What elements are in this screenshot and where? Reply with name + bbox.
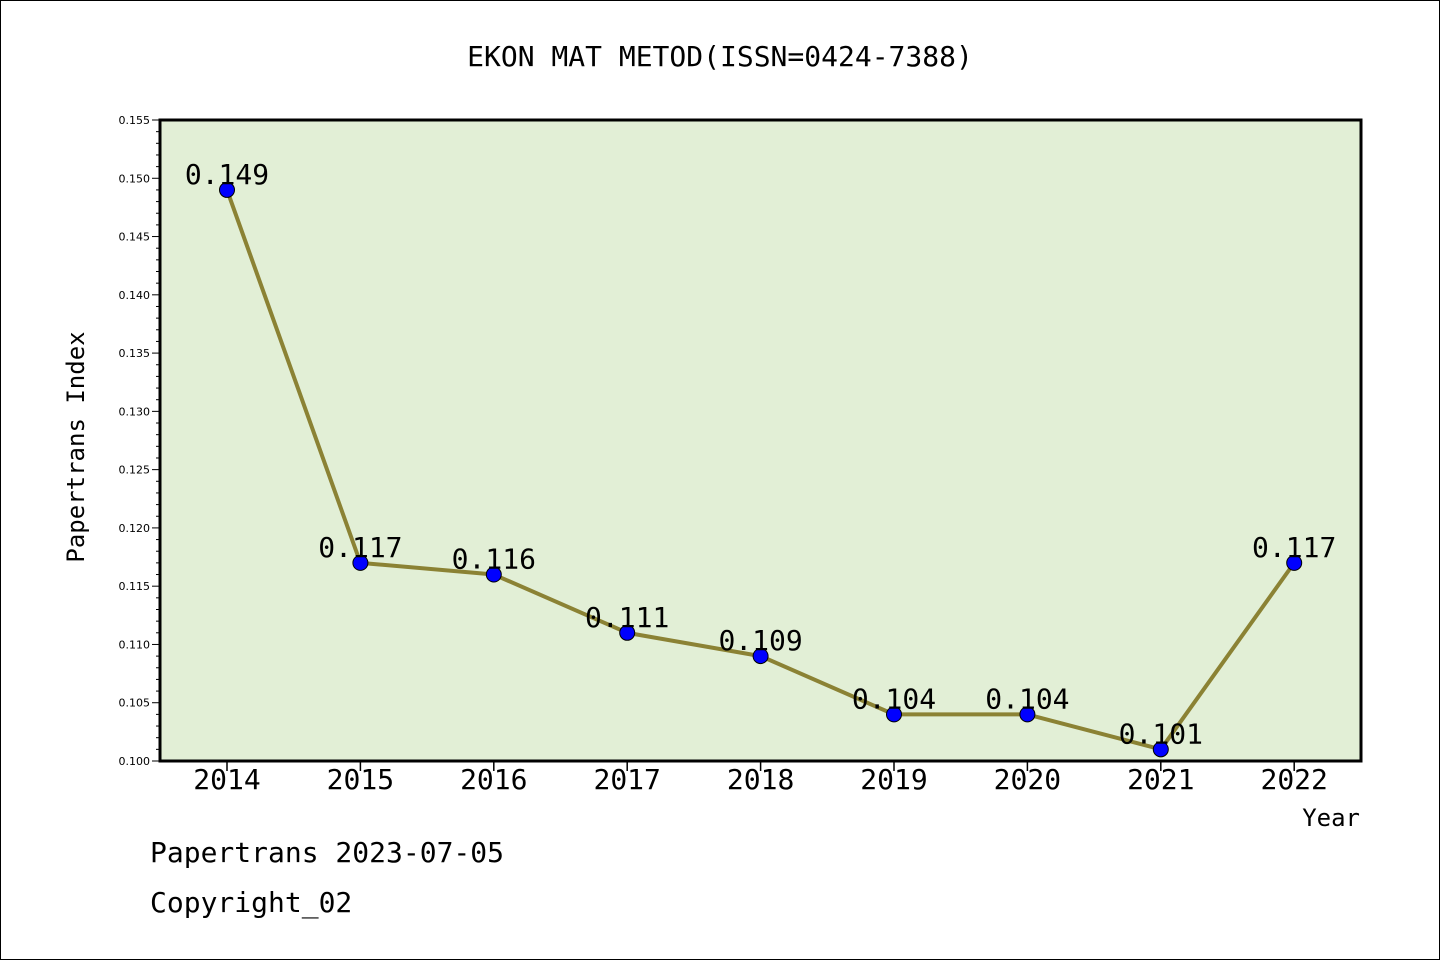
y-tick-label: 0.145 (119, 231, 151, 244)
y-tick-label: 0.155 (119, 114, 151, 127)
x-tick-label: 2014 (193, 763, 260, 796)
y-tick-label: 0.115 (119, 580, 151, 593)
data-point (485, 566, 502, 583)
data-label: 0.104 (852, 682, 936, 715)
x-tick-label: 2019 (860, 763, 927, 796)
plot-area (158, 118, 1363, 763)
y-axis-label: Papertrans Index (62, 331, 90, 562)
data-label: 0.117 (318, 531, 402, 564)
x-tick-label: 2021 (1127, 763, 1194, 796)
y-tick-label: 0.125 (119, 464, 151, 477)
x-tick-label: 2022 (1260, 763, 1327, 796)
y-tick-label: 0.150 (119, 172, 151, 185)
data-label: 0.111 (585, 601, 669, 634)
copyright-text: Copyright_02 (150, 886, 353, 919)
x-axis: 2014 2015 2016 2017 2018 2019 2020 2021 2022 (193, 761, 1328, 796)
data-label: 0.149 (185, 158, 269, 191)
x-tick-label: 2017 (593, 763, 660, 796)
y-tick-label: 0.130 (119, 405, 151, 418)
y-tick-label: 0.105 (119, 697, 151, 710)
y-tick-label: 0.100 (119, 755, 151, 768)
source-date-text: Papertrans 2023-07-05 (150, 836, 505, 869)
x-tick-label: 2015 (327, 763, 394, 796)
y-axis: 0.100 0.105 0.110 0.115 0.120 0.125 0.130 0.135… (119, 114, 160, 768)
data-label: 0.109 (718, 624, 802, 657)
series-layer (219, 181, 1303, 758)
data-point (1019, 706, 1036, 723)
data-label: 0.116 (452, 543, 536, 576)
data-point (619, 624, 636, 641)
data-point (352, 554, 369, 571)
data-point (886, 706, 902, 723)
y-tick-label: 0.110 (119, 638, 151, 651)
y-tick-label: 0.120 (119, 522, 151, 535)
x-tick-label: 2020 (994, 763, 1061, 796)
data-label: 0.104 (985, 682, 1069, 715)
x-tick-label: 2018 (727, 763, 794, 796)
y-tick-label: 0.140 (119, 289, 151, 302)
chart-title: EKON MAT METOD(ISSN=0424-7388) (467, 40, 973, 73)
data-point (219, 181, 235, 198)
data-point (1152, 741, 1169, 758)
data-point (1286, 554, 1303, 571)
data-point (752, 648, 769, 665)
data-label: 0.117 (1252, 531, 1336, 564)
data-label-layer: 0.149 0.117 0.116 0.111 0.109 0.104 0.104 0.101… (185, 158, 1336, 750)
data-label: 0.101 (1119, 717, 1203, 750)
x-axis-label: Year (1302, 804, 1360, 832)
x-tick-label: 2016 (460, 763, 527, 796)
y-tick-label: 0.135 (119, 347, 151, 360)
